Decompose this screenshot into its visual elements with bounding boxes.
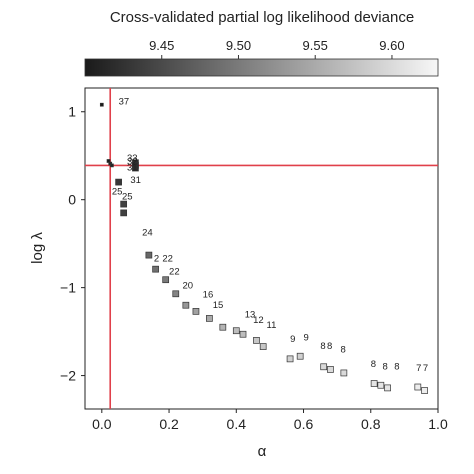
data-points (99, 102, 428, 394)
data-point (421, 387, 428, 394)
colorbar-tick-marks (161, 55, 393, 59)
point-label: 12 (253, 315, 264, 326)
data-point (320, 363, 328, 371)
colorbar: Cross-validated partial log likelihood d… (84, 9, 439, 77)
point-label: 22 (162, 253, 173, 264)
point-label: 37 (119, 97, 130, 108)
data-point (414, 383, 422, 391)
point-label: 15 (213, 300, 224, 311)
colorbar-tick-label: 9.60 (379, 38, 404, 53)
data-point (120, 200, 128, 208)
y-axis-label: log λ (29, 232, 46, 264)
point-label: 8 (327, 341, 332, 352)
data-point (286, 355, 294, 363)
data-point (239, 330, 247, 338)
colorbar-title: Cross-validated partial log likelihood d… (110, 9, 414, 26)
point-label: 7 (423, 363, 428, 374)
point-label: 31 (127, 163, 138, 174)
point-label: 8 (371, 359, 376, 370)
data-point (232, 327, 240, 335)
x-tick-label: 0.8 (361, 416, 381, 432)
data-point (115, 178, 122, 186)
data-point (182, 301, 190, 309)
point-label: 7 (416, 363, 421, 374)
data-point (340, 369, 348, 377)
x-tick-label: 1.0 (428, 416, 448, 432)
data-point (162, 276, 170, 284)
x-tick-label: 0.4 (227, 416, 247, 432)
point-label: 8 (394, 361, 399, 372)
point-label: 8 (341, 345, 346, 356)
data-point (370, 380, 378, 387)
reference-lines (85, 88, 438, 409)
point-label: 24 (142, 228, 153, 239)
colorbar-gradient (84, 58, 439, 77)
data-point (110, 163, 114, 168)
plot-frame (84, 87, 439, 410)
data-point (253, 337, 260, 344)
data-point (172, 290, 180, 298)
x-axis-label: α (258, 443, 267, 460)
point-label: 13 (245, 310, 256, 321)
data-point (296, 352, 304, 360)
x-axis: 0.0 0.2 0.4 0.6 0.8 1.0 (92, 409, 448, 432)
point-label: 9 (290, 334, 295, 345)
y-axis: 1 0 −1 −2 (60, 104, 85, 384)
y-tick-label: −1 (60, 280, 76, 296)
point-label: 2 (154, 253, 159, 264)
data-point (384, 384, 391, 392)
point-label: 11 (267, 320, 277, 331)
data-point (259, 343, 267, 350)
colorbar-tick-label: 9.55 (303, 38, 328, 53)
point-label: 9 (304, 332, 309, 343)
data-point (206, 315, 213, 322)
point-label: 16 (203, 289, 214, 300)
data-point (219, 323, 227, 331)
point-label: 25 (122, 192, 133, 203)
x-tick-label: 0.2 (159, 416, 179, 432)
colorbar-tick-labels: 9.45 9.50 9.55 9.60 (149, 38, 405, 53)
y-tick-label: 1 (68, 104, 76, 120)
data-point (152, 265, 159, 273)
data-point (132, 164, 139, 172)
point-label: 22 (169, 266, 180, 277)
point-label: 32 (127, 157, 138, 168)
x-tick-label: 0.0 (92, 416, 112, 432)
point-label: 8 (383, 361, 388, 372)
point-label: 25 (112, 186, 123, 197)
point-label: 8 (320, 341, 325, 352)
y-tick-label: 0 (68, 192, 76, 208)
data-point (192, 308, 200, 315)
data-point (377, 381, 385, 389)
point-label: 20 (182, 281, 193, 292)
colorbar-tick-label: 9.50 (226, 38, 251, 53)
point-label: 31 (130, 175, 141, 186)
y-tick-label: −2 (60, 368, 76, 384)
x-tick-label: 0.6 (294, 416, 314, 432)
data-point (145, 251, 153, 259)
point-label: 33 (127, 153, 138, 164)
data-point (327, 366, 334, 373)
colorbar-tick-label: 9.45 (149, 38, 174, 53)
data-point (120, 209, 128, 217)
data-point (99, 102, 104, 107)
